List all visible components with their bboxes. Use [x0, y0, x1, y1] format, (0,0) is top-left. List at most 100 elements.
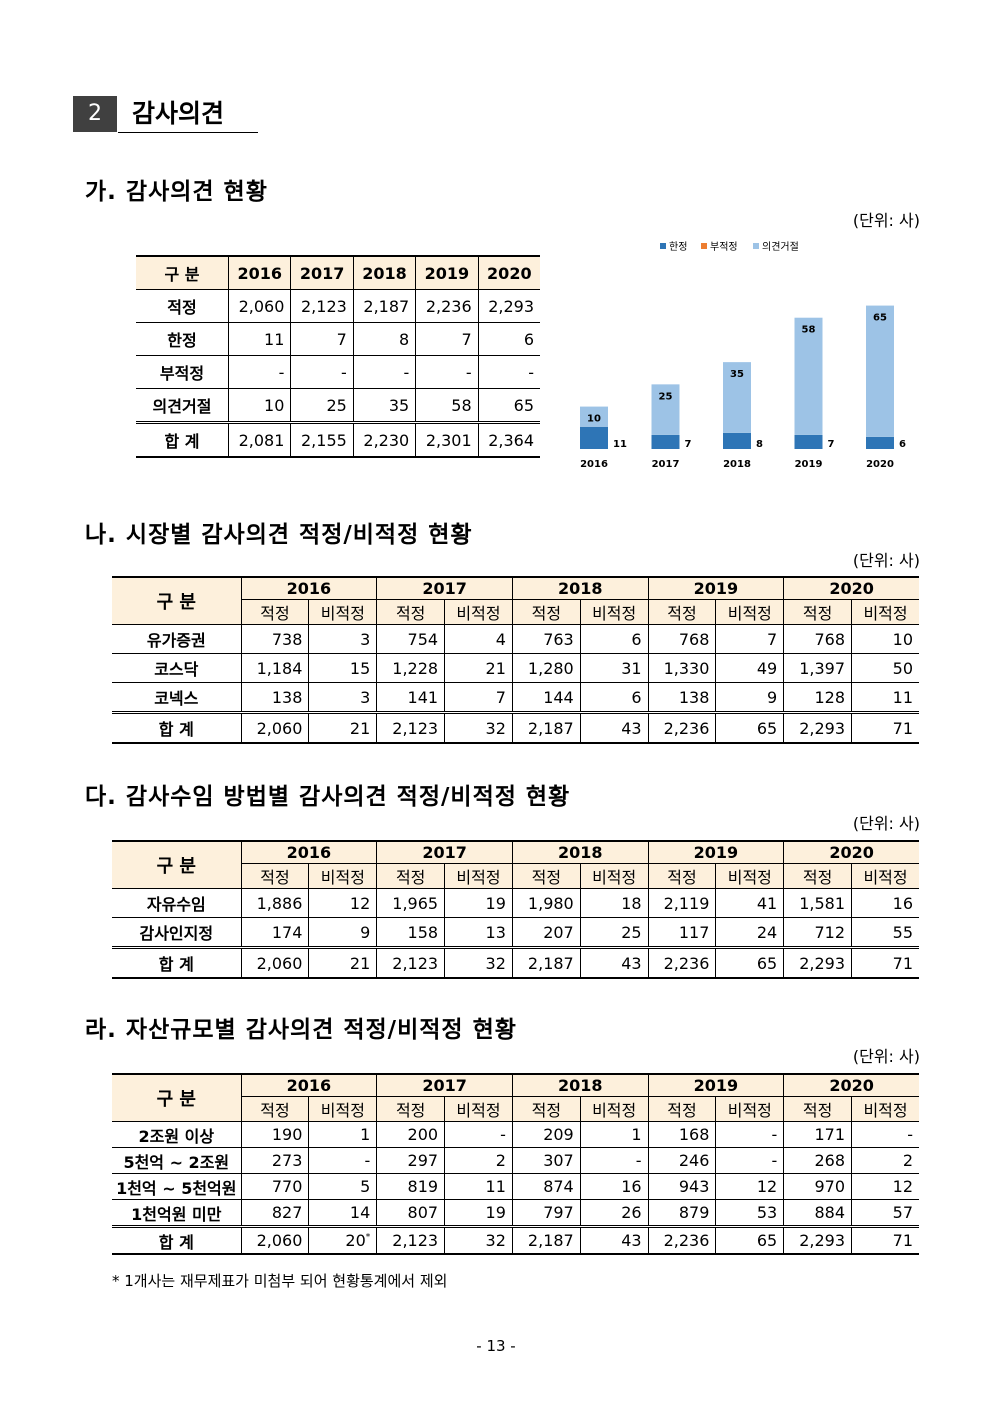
cell: 2,060 — [240, 946, 310, 979]
cell: 10 — [227, 388, 292, 423]
cell: - — [444, 1121, 513, 1148]
table-header: 2016 — [227, 255, 292, 290]
cell: 65 — [715, 711, 785, 744]
cell: 11 — [444, 1173, 513, 1200]
cell: 273 — [240, 1147, 310, 1174]
section-underline — [118, 132, 258, 133]
cell: - — [477, 355, 540, 389]
cell: 3 — [308, 624, 378, 654]
footnote: * 1개사는 재무제표가 미첨부 되어 현황통계에서 제외 — [112, 1272, 448, 1290]
cell: 6 — [579, 682, 649, 713]
cell: 2,293 — [783, 946, 853, 979]
bar-의견거절 — [866, 305, 894, 437]
sub-header: 적정 — [783, 1096, 853, 1122]
bar-한정 — [794, 434, 823, 449]
cell: 2,364 — [477, 421, 540, 458]
sub-header: 적정 — [376, 863, 446, 889]
cell: 770 — [240, 1173, 310, 1200]
cell: 297 — [376, 1147, 446, 1174]
cell: 2,236 — [647, 1225, 717, 1255]
bar-의견거절 — [794, 317, 823, 435]
cell: 2,293 — [783, 1225, 853, 1255]
cell: 31 — [579, 653, 649, 683]
cell: 32 — [444, 711, 513, 744]
market-opinion-table: 구 분 2016 2017 2018 2019 2020 적정 비적정 적정 비적정 적정 비적정 적정… — [112, 576, 919, 744]
cell: 1,965 — [376, 888, 446, 918]
sub-header: 비적정 — [308, 599, 378, 625]
row-label: 1천억 ~ 5천억원 — [112, 1173, 242, 1200]
year-header: 2017 — [376, 840, 513, 864]
cell: 43 — [579, 711, 649, 744]
row-label: 유가증권 — [112, 624, 242, 654]
sub-header: 비적정 — [715, 863, 785, 889]
bar-한정 — [580, 426, 608, 449]
legend-label: 부적정 — [710, 241, 738, 253]
sub-header: 적정 — [241, 1096, 310, 1122]
cell: 2,236 — [647, 711, 717, 744]
cell: - — [851, 1121, 919, 1148]
table-total-row: 합 계 2,060 21 2,123 32 2,187 43 2,236 65 2,293 71 — [112, 946, 919, 979]
cell: 32 — [444, 946, 513, 979]
table-row: 자유수임 1,886 12 1,965 19 1,980 18 2,119 41 1,581 16 — [112, 888, 919, 918]
total-label: 합 계 — [112, 711, 242, 744]
cell: 2,187 — [511, 1225, 581, 1255]
cell: 141 — [376, 682, 446, 713]
sub-header: 비적정 — [444, 599, 513, 625]
cell: 53 — [715, 1199, 785, 1227]
cell: 1 — [579, 1121, 649, 1148]
year-header: 2018 — [511, 1073, 649, 1097]
table-total-row: 합 계 2,081 2,155 2,230 2,301 2,364 — [136, 421, 540, 458]
table-header: 2020 — [477, 255, 540, 290]
table-total-row: 합 계 2,060 21 2,123 32 2,187 43 2,236 65 2,293 71 — [112, 711, 919, 744]
cell: - — [579, 1147, 649, 1174]
cell: 268 — [783, 1147, 853, 1174]
year-header: 2016 — [240, 1073, 378, 1097]
year-header: 2019 — [647, 1073, 785, 1097]
table-row: 적정 2,060 2,123 2,187 2,236 2,293 — [136, 289, 540, 323]
cell: 24 — [715, 917, 785, 948]
cell: 16 — [851, 888, 919, 918]
asset-size-opinion-table: 구 분 2016 2017 2018 2019 2020 적정 비적정 적정 비적정 적정 비적정 적정… — [112, 1073, 919, 1255]
data-label: 11 — [613, 439, 627, 450]
cell: 874 — [511, 1173, 581, 1200]
data-label: 7 — [685, 439, 692, 450]
cell: 1,280 — [511, 653, 581, 683]
row-label: 자유수임 — [112, 888, 242, 918]
table-row: 코넥스 138 3 141 7 144 6 138 9 128 11 — [112, 682, 919, 713]
cell: 2 — [444, 1147, 513, 1174]
cell: 7 — [415, 322, 479, 356]
cell: 65 — [477, 388, 540, 423]
cell: 712 — [783, 917, 853, 948]
sub-header: 비적정 — [715, 599, 785, 625]
table-row: 의견거절 10 25 35 58 65 — [136, 388, 540, 423]
cell: 7 — [290, 322, 354, 356]
table-header: 2019 — [415, 255, 479, 290]
cell: 55 — [851, 917, 919, 948]
table-row: 1천억원 미만 827 14 807 19 797 26 879 53 884 57 — [112, 1199, 919, 1227]
cell: 2,123 — [376, 946, 446, 979]
cell: 738 — [240, 624, 310, 654]
table-header: 구 분 — [112, 840, 242, 889]
cell: 19 — [444, 1199, 513, 1227]
cell: 1,397 — [783, 653, 853, 683]
year-header: 2016 — [240, 840, 378, 864]
sub-header: 적정 — [241, 863, 310, 889]
section-number: 2 — [73, 96, 117, 132]
unit-label: (단위: 사) — [852, 551, 920, 570]
cell: 2,060 — [227, 289, 292, 323]
sub-header: 적정 — [647, 863, 717, 889]
cell: 25 — [579, 917, 649, 948]
unit-label: (단위: 사) — [852, 1047, 920, 1066]
legend-swatch — [701, 243, 707, 249]
year-header: 2019 — [647, 576, 785, 600]
cell: 41 — [715, 888, 785, 918]
cell: 144 — [511, 682, 581, 713]
table-row: 감사인지정 174 9 158 13 207 25 117 24 712 55 — [112, 917, 919, 948]
cell: 1 — [308, 1121, 378, 1148]
year-header: 2018 — [511, 576, 649, 600]
sub-header: 적정 — [783, 599, 853, 625]
cell: - — [308, 1147, 378, 1174]
cell: 117 — [647, 917, 717, 948]
cell: 171 — [783, 1121, 853, 1148]
cell: 128 — [783, 682, 853, 713]
